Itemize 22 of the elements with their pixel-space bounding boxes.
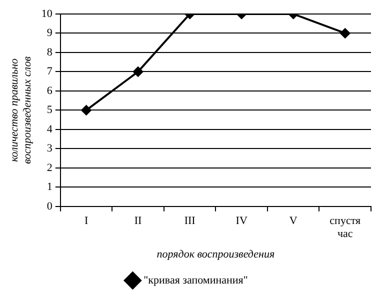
point <box>81 105 92 116</box>
y-tick-label: 9 <box>46 27 53 40</box>
y-tick-label: 5 <box>46 104 53 116</box>
legend-label: "кривая запоминания" <box>144 274 248 286</box>
y-tick-label: 6 <box>46 84 53 97</box>
y-tick-label: 0 <box>46 200 53 212</box>
y-tick-label: 3 <box>46 142 53 155</box>
y-tick-label: 1 <box>46 181 52 194</box>
y-tick-label: 8 <box>46 46 53 58</box>
y-tick-label: 2 <box>46 162 52 174</box>
x-axis-title: порядок воспроизведения <box>156 248 275 260</box>
x-tick-label: III <box>184 214 196 227</box>
x-tick-label: IV <box>236 214 248 227</box>
point <box>133 66 144 77</box>
y-tick-label: 10 <box>41 8 53 20</box>
x-tick-label: I <box>84 214 88 227</box>
x-tick-label: V <box>289 214 298 227</box>
x-tick-label: II <box>134 214 142 227</box>
y-tick-label: 7 <box>46 66 53 78</box>
y-axis-title: количество правильно воспроизведенных слов <box>8 56 34 164</box>
x-tick-label: спустя час <box>330 214 361 240</box>
y-tick-label: 4 <box>46 123 53 136</box>
